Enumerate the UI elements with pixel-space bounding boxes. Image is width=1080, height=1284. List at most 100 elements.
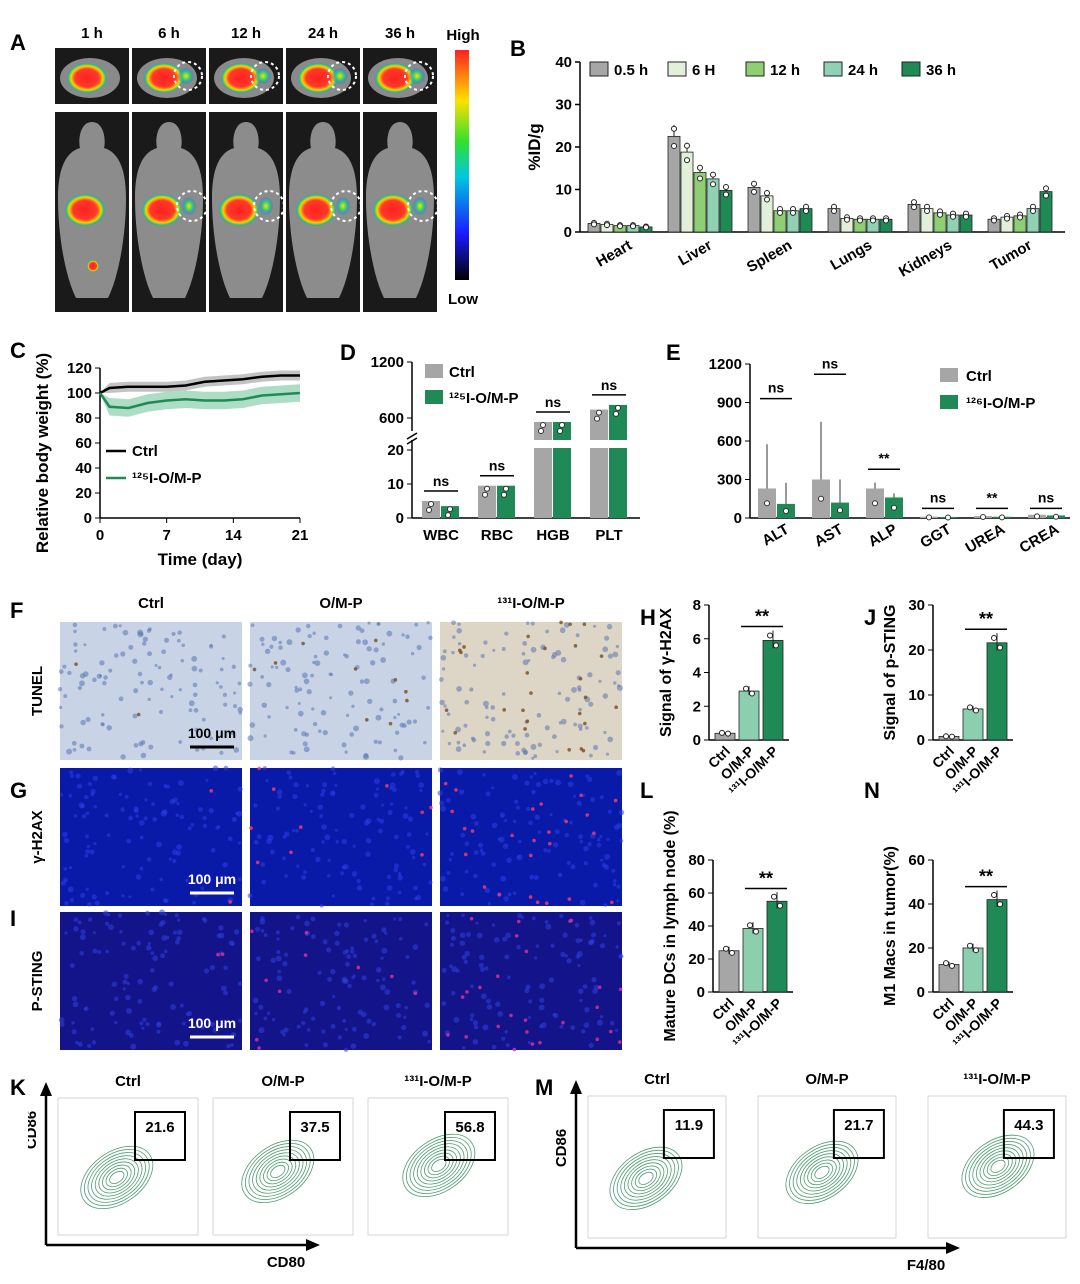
cell-nucleus xyxy=(464,869,469,874)
cell-nucleus xyxy=(89,849,95,855)
cell-nucleus xyxy=(579,839,583,844)
gate-percentage: 21.6 xyxy=(145,1119,174,1136)
positive-signal xyxy=(510,833,514,838)
cell-nucleus xyxy=(450,928,456,934)
cell-nucleus xyxy=(386,885,393,891)
legend-swatch xyxy=(425,364,443,378)
group-label: Ctrl xyxy=(644,1071,670,1088)
data-point xyxy=(1004,215,1010,222)
data-point xyxy=(924,207,930,214)
cell-nucleus xyxy=(383,1004,390,1011)
cell-nucleus xyxy=(218,932,225,939)
cell-nucleus xyxy=(588,916,593,920)
data-point xyxy=(997,644,1003,651)
cell-nucleus xyxy=(297,710,304,717)
data-point xyxy=(604,222,610,229)
cell-nucleus xyxy=(310,934,316,939)
cell-nucleus xyxy=(450,990,456,996)
contour-line xyxy=(965,1137,1031,1195)
group-label: O/M-P xyxy=(805,1071,848,1088)
cell-nucleus xyxy=(130,1043,137,1050)
cell-nucleus xyxy=(605,752,610,756)
cell-nucleus xyxy=(514,799,519,804)
panel-label-e: E xyxy=(666,340,681,365)
data-point xyxy=(684,157,690,164)
legend-label: 24 h xyxy=(848,62,878,79)
liver-signal xyxy=(67,63,107,93)
cell-nucleus xyxy=(156,1029,161,1034)
cell-nucleus xyxy=(469,1017,474,1022)
contour-line xyxy=(796,1150,848,1195)
cell-nucleus xyxy=(94,900,100,906)
cell-nucleus xyxy=(526,806,531,812)
x-tick-label: Lungs xyxy=(828,237,875,274)
cell-nucleus xyxy=(121,894,125,898)
cell-nucleus xyxy=(118,624,122,628)
cell-nucleus xyxy=(233,747,240,753)
cell-nucleus xyxy=(560,951,566,957)
scale-bar-label: 100 μm xyxy=(188,725,236,741)
cell-nucleus xyxy=(441,967,447,973)
cell-nucleus xyxy=(393,867,398,873)
cell-nucleus xyxy=(343,1047,349,1053)
positive-signal xyxy=(465,990,469,994)
cell-nucleus xyxy=(270,957,276,963)
cell-nucleus xyxy=(392,787,397,793)
cell-nucleus xyxy=(504,1030,508,1034)
contour-line xyxy=(810,1162,834,1183)
cell-nucleus xyxy=(334,940,340,946)
cell-nucleus xyxy=(150,951,155,956)
data-point xyxy=(771,893,777,900)
data-point xyxy=(484,485,490,492)
positive-signal xyxy=(464,1035,468,1039)
cell-nucleus xyxy=(469,687,474,692)
cell-nucleus xyxy=(163,784,168,789)
cell-nucleus xyxy=(148,929,155,936)
cell-nucleus xyxy=(591,932,597,938)
cell-nucleus xyxy=(307,633,312,639)
cell-nucleus xyxy=(139,820,145,826)
cell-nucleus xyxy=(87,917,93,922)
significance-label: ** xyxy=(979,867,993,887)
group-label: ¹³¹I-O/M-P xyxy=(404,1073,471,1090)
time-label: 6 h xyxy=(158,25,180,42)
chart-c: 0 20 40 60 80 100 120 0 7 14 21 Time (day) Relative … xyxy=(28,335,328,580)
positive-signal xyxy=(502,708,507,712)
positive-signal xyxy=(136,712,141,717)
positive-signal xyxy=(462,645,466,649)
cell-nucleus xyxy=(463,959,468,965)
positive-signal xyxy=(559,620,563,625)
cell-nucleus xyxy=(613,681,617,685)
cell-nucleus xyxy=(376,787,380,791)
cell-nucleus xyxy=(226,1044,231,1049)
cell-nucleus xyxy=(464,699,470,705)
cell-nucleus xyxy=(135,874,142,880)
cell-nucleus xyxy=(152,955,159,962)
cell-nucleus xyxy=(293,727,298,732)
colorbar xyxy=(455,50,469,280)
gate xyxy=(289,1111,341,1161)
cell-nucleus xyxy=(479,954,485,961)
cell-nucleus xyxy=(223,765,229,771)
cell-nucleus xyxy=(297,702,301,706)
cell-nucleus xyxy=(348,690,354,696)
cell-nucleus xyxy=(59,1022,65,1027)
cell-nucleus xyxy=(108,924,114,931)
tumor-signal xyxy=(332,68,348,84)
cell-nucleus xyxy=(313,654,318,659)
chart-d: 0 10 20 600 1200 ns WBC ns RBC ns HGB ns PLT Ctrl ¹²⁵I… xyxy=(350,340,650,555)
flow-plot xyxy=(367,1097,509,1236)
cell-nucleus xyxy=(85,887,89,891)
panel-a-imaging: 1 h 6 h 12 h 24 h 36 h High Low xyxy=(55,22,495,317)
series-line xyxy=(99,374,300,395)
cell-nucleus xyxy=(284,874,288,878)
cell-nucleus xyxy=(587,672,593,678)
positive-signal xyxy=(567,747,572,752)
cell-nucleus xyxy=(476,932,483,939)
cell-nucleus xyxy=(276,975,283,982)
cell-nucleus xyxy=(267,715,271,719)
cell-nucleus xyxy=(503,896,509,902)
cell-nucleus xyxy=(295,828,299,833)
positive-signal xyxy=(271,787,276,791)
